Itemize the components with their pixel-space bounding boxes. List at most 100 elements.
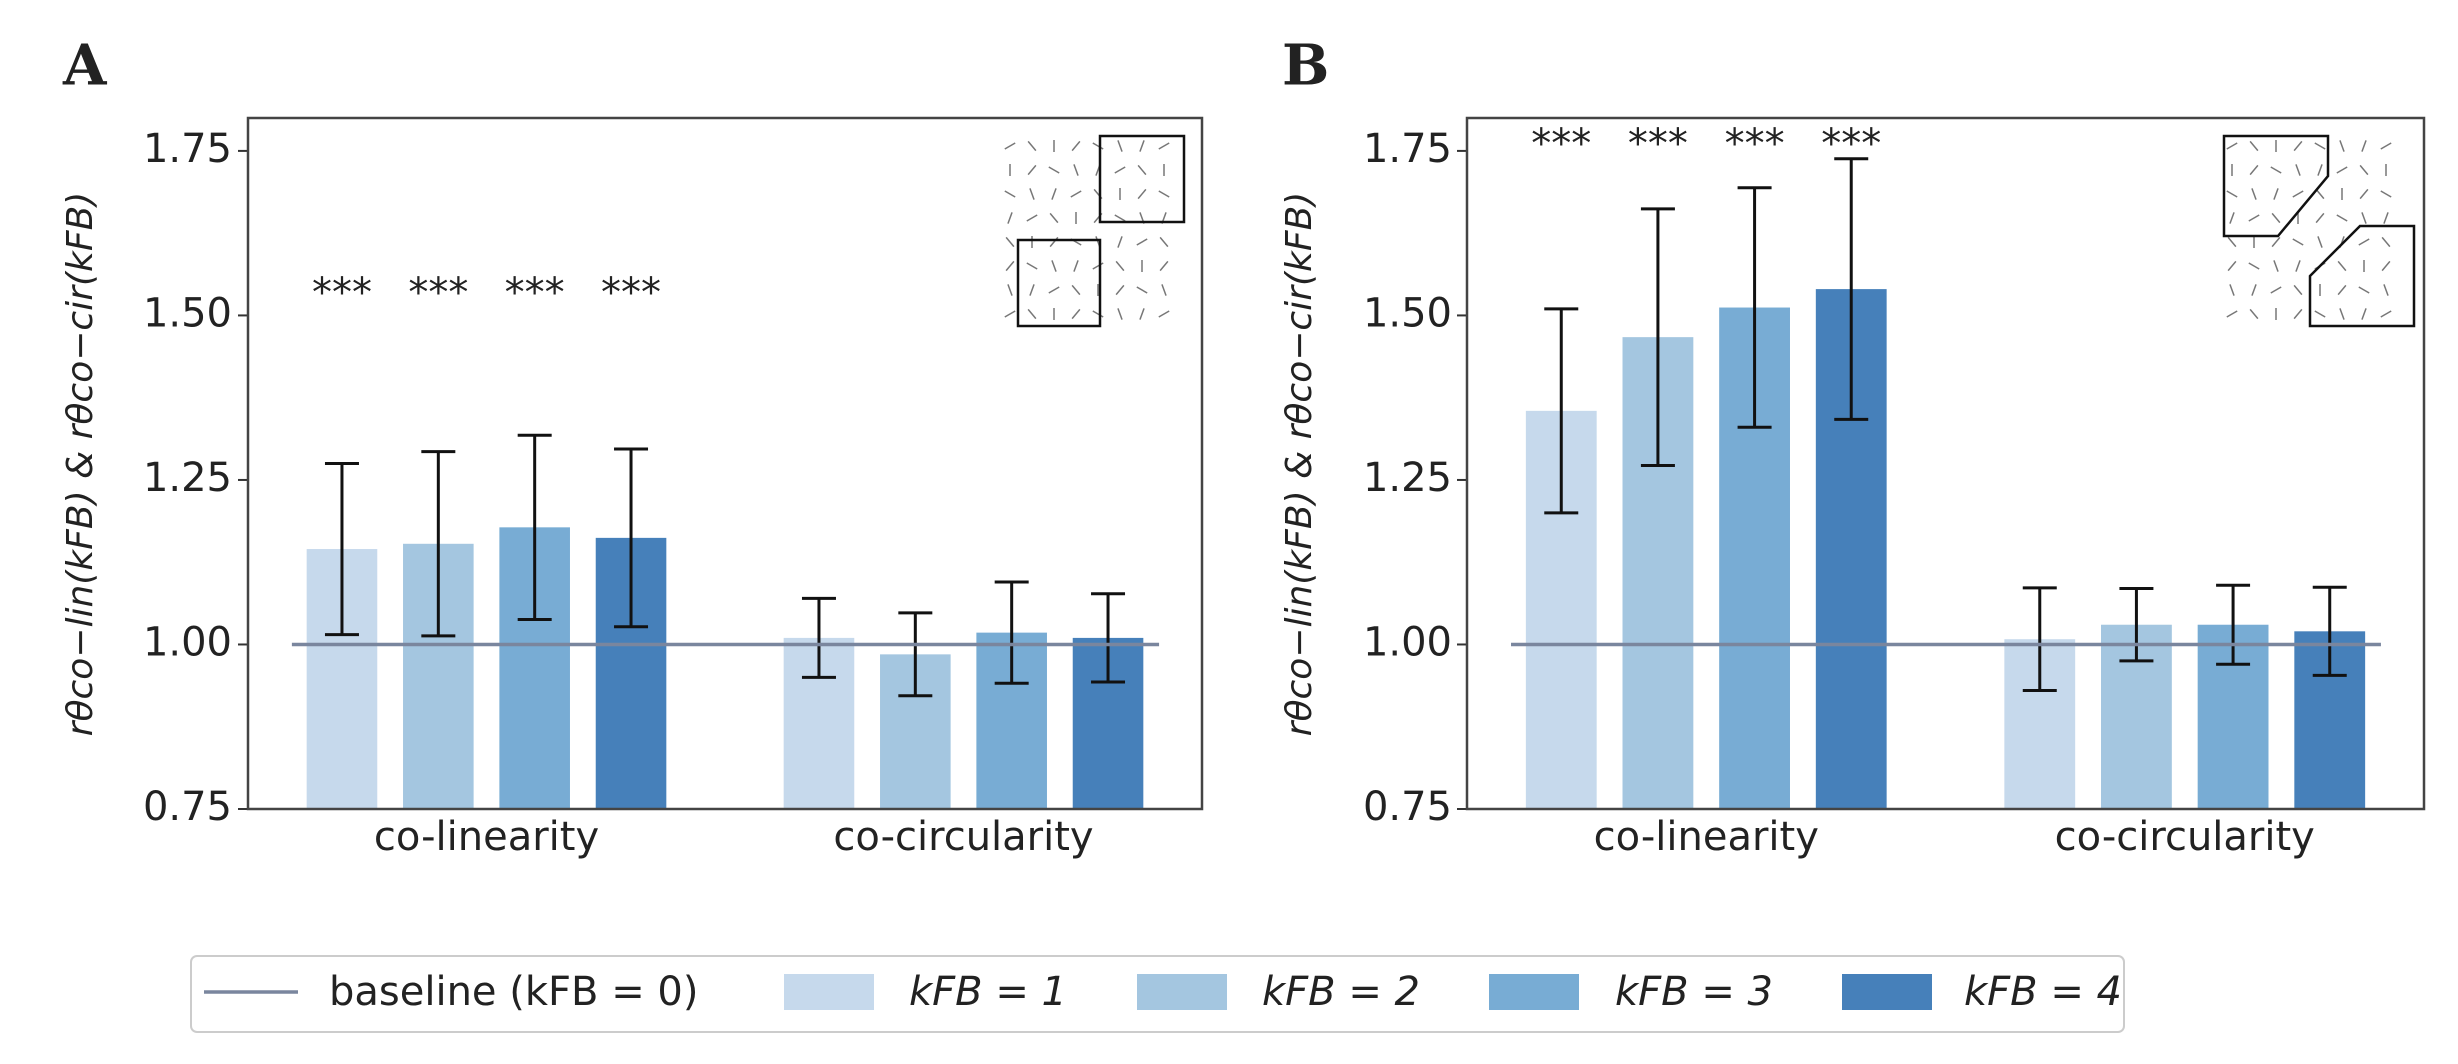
inset-dash	[1159, 260, 1169, 272]
error-bar	[324, 462, 359, 637]
inset-dash	[2226, 310, 2238, 318]
inset-dash	[1139, 140, 1145, 152]
inset-dash	[2293, 284, 2303, 296]
inset-dash	[2317, 164, 2323, 176]
inset-dash	[1051, 260, 1057, 272]
inset-dash	[2314, 142, 2326, 150]
inset-dash	[1071, 308, 1081, 320]
inset-box	[2222, 134, 2330, 238]
inset-dash	[1158, 142, 1170, 150]
inset-dash	[2271, 236, 2281, 248]
inset-dash	[1029, 284, 1035, 296]
inset-dash	[1071, 284, 1081, 296]
inset-dash	[1004, 190, 1016, 198]
inset-dash	[1158, 190, 1170, 198]
inset-dash	[2383, 212, 2389, 224]
y-tick-label: 1.50	[143, 290, 232, 336]
inset-dash	[2273, 260, 2279, 272]
y-axis-label: rθco−lin(kFB) & rθco−cir(kFB)	[1279, 192, 1320, 737]
error-bar	[898, 611, 933, 698]
inset-dash	[2359, 188, 2369, 200]
inset-dash	[2336, 214, 2348, 222]
inset-dash	[2358, 286, 2370, 294]
inset-dash	[2383, 284, 2389, 296]
error-bar	[1640, 207, 1675, 467]
inset-dash	[2339, 308, 2345, 320]
legend-swatch	[1137, 974, 1227, 1010]
inset-dash	[2248, 214, 2260, 222]
inset-dash	[2381, 236, 2391, 248]
legend-swatch	[1842, 974, 1932, 1010]
error-bar	[2216, 583, 2251, 666]
y-tick-label: 1.25	[1363, 455, 1452, 501]
y-axis-label: rθco−lin(kFB) & rθco−cir(kFB)	[60, 192, 101, 737]
inset-dash	[2359, 164, 2369, 176]
inset-dash	[2270, 286, 2282, 294]
inset-dash	[1159, 236, 1169, 248]
y-tick-label: 0.75	[1363, 784, 1452, 830]
inset-dash	[2336, 166, 2348, 174]
legend-swatch	[1489, 974, 1579, 1010]
inset-dash	[2293, 308, 2303, 320]
significance: ***	[505, 270, 565, 316]
inset-dash	[2229, 212, 2235, 224]
inset-dash	[2226, 142, 2238, 150]
inset-dash	[1027, 308, 1037, 320]
inset-dash	[2337, 260, 2347, 272]
x-tick-label: co-circularity	[2055, 814, 2315, 860]
inset-dash	[1073, 260, 1079, 272]
x-tick-label: co-linearity	[1594, 814, 1819, 860]
error-bar	[2022, 586, 2057, 693]
inset-dash	[2361, 212, 2367, 224]
plot-frame	[1465, 116, 2426, 811]
inset-dash	[2339, 140, 2345, 152]
error-bar	[2119, 587, 2154, 663]
inset-dash	[1005, 260, 1015, 272]
legend-label: baseline (kFB = 0)	[329, 969, 698, 1015]
inset-dash	[2315, 212, 2325, 224]
inset-dash	[1027, 140, 1037, 152]
inset-dash	[1070, 190, 1082, 198]
inset-dash	[2292, 238, 2304, 246]
inset-dash	[1114, 214, 1126, 222]
inset-dash	[1026, 262, 1038, 270]
inset-dash	[1136, 286, 1148, 294]
inset-dash	[1092, 310, 1104, 318]
inset-dash	[2227, 236, 2237, 248]
inset-dash	[2295, 260, 2301, 272]
inset-dash	[2249, 164, 2259, 176]
legend-label: kFB = 4	[1964, 969, 2122, 1015]
inset-dash	[1051, 188, 1057, 200]
y-tick-label: 0.75	[143, 784, 232, 830]
inset-dash	[2226, 190, 2238, 198]
significance: ***	[1821, 121, 1881, 167]
inset-box	[1016, 238, 1102, 328]
inset-dash	[2380, 190, 2392, 198]
inset-dash	[2381, 260, 2391, 272]
inset-dash	[1161, 284, 1167, 296]
inset-dash	[2273, 188, 2279, 200]
inset-dash	[2271, 212, 2281, 224]
inset-dash	[1029, 188, 1035, 200]
inset-box	[1098, 134, 1186, 224]
inset-dash	[2251, 284, 2257, 296]
inset-dash	[1071, 140, 1081, 152]
inset-dash	[2229, 284, 2235, 296]
inset-dash	[2315, 188, 2325, 200]
legend-label: kFB = 2	[1262, 969, 1420, 1015]
y-tick-label: 1.50	[1363, 290, 1452, 336]
inset-dash	[1026, 214, 1038, 222]
legend-swatch	[784, 974, 874, 1010]
inset-dash	[1137, 164, 1147, 176]
significance: ***	[408, 270, 468, 316]
inset-dash	[2361, 308, 2367, 320]
inset-dash	[1073, 164, 1079, 176]
inset-dash	[2295, 164, 2301, 176]
inset-dash	[2293, 140, 2303, 152]
error-bar	[1544, 307, 1579, 515]
inset-dash	[1158, 310, 1170, 318]
significance: ***	[1628, 121, 1688, 167]
plot-frame	[246, 116, 1204, 811]
inset-dash	[1139, 308, 1145, 320]
